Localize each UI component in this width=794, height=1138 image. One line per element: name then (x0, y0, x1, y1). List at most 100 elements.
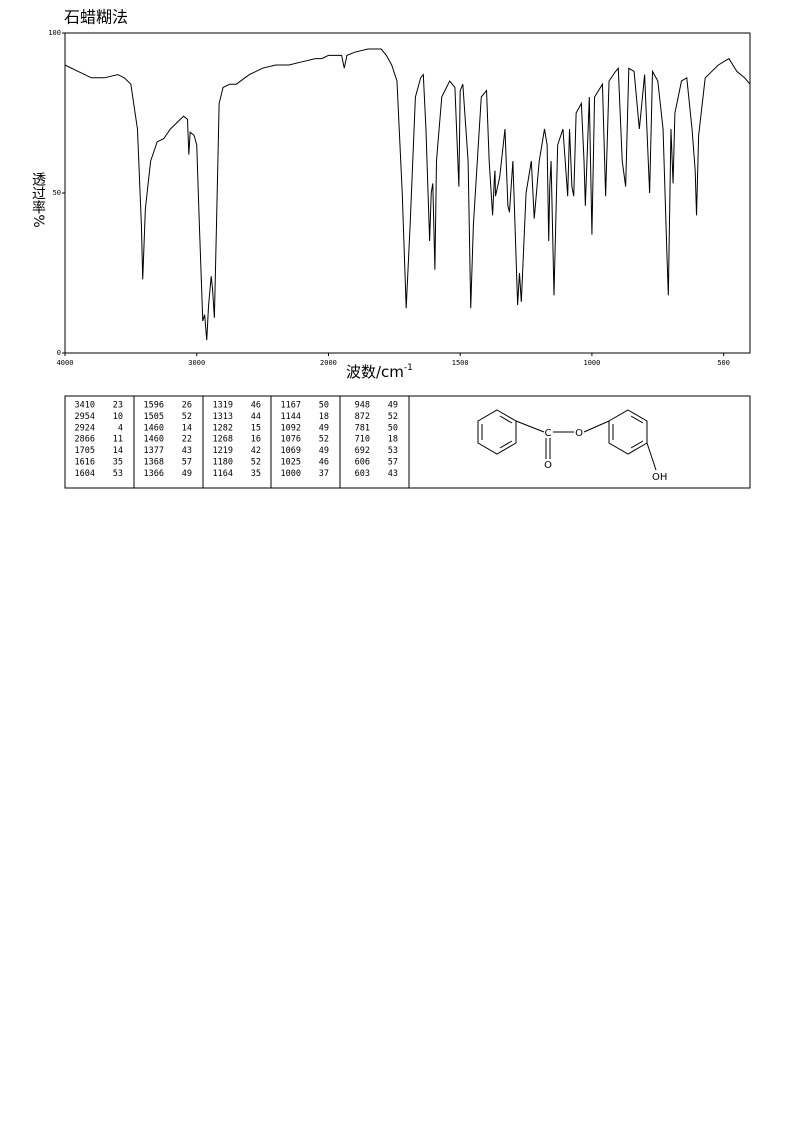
peak-wavenumber: 1505 (144, 412, 164, 422)
atom-label: O (575, 428, 583, 439)
x-axis-label-main: 波数/cm (346, 363, 404, 381)
peak-transmittance: 53 (113, 469, 123, 479)
peak-transmittance: 11 (113, 435, 123, 445)
peak-wavenumber: 948 (355, 401, 370, 411)
peak-transmittance: 52 (251, 458, 261, 468)
peak-transmittance: 18 (319, 412, 329, 422)
peak-transmittance: 52 (388, 412, 398, 422)
peak-transmittance: 18 (388, 435, 398, 445)
peak-transmittance: 16 (251, 435, 261, 445)
x-tick-label: 2000 (320, 359, 337, 367)
peak-wavenumber: 1167 (281, 401, 301, 411)
peak-wavenumber: 1268 (213, 435, 233, 445)
peak-wavenumber: 1377 (144, 446, 164, 456)
peak-wavenumber: 781 (355, 423, 370, 433)
bond (583, 420, 610, 433)
structure-drawing (477, 409, 657, 471)
peak-transmittance: 26 (182, 401, 192, 411)
peak-transmittance: 43 (182, 446, 192, 456)
peak-wavenumber: 1705 (75, 446, 95, 456)
peak-transmittance: 57 (182, 458, 192, 468)
peak-transmittance: 10 (113, 412, 123, 422)
peak-wavenumber: 1000 (281, 469, 301, 479)
peak-transmittance: 50 (388, 423, 398, 433)
y-tick-label: 50 (53, 189, 61, 197)
peak-wavenumber: 872 (355, 412, 370, 422)
peak-transmittance: 46 (251, 401, 261, 411)
chart-title: 石蜡糊法 (64, 8, 128, 27)
peak-transmittance: 23 (113, 401, 123, 411)
spectrum-line (64, 48, 751, 341)
peak-wavenumber: 603 (355, 469, 370, 479)
peak-transmittance: 4 (118, 423, 123, 433)
atom-label: C (545, 428, 552, 439)
peak-wavenumber: 2954 (75, 412, 95, 422)
bond (515, 420, 545, 433)
peak-transmittance: 15 (251, 423, 261, 433)
phenol-ring (608, 409, 648, 455)
x-tick-label: 3000 (188, 359, 205, 367)
bond (630, 415, 644, 424)
peak-transmittance: 52 (319, 435, 329, 445)
x-tick-label: 1500 (452, 359, 469, 367)
atom-label: OH (652, 472, 667, 483)
peak-transmittance: 22 (182, 435, 192, 445)
peak-wavenumber: 2924 (75, 423, 95, 433)
x-tick-label: 500 (717, 359, 730, 367)
x-axis-label-sup: -1 (404, 363, 413, 373)
peak-wavenumber: 1025 (281, 458, 301, 468)
peak-wavenumber: 1164 (213, 469, 233, 479)
peak-transmittance: 49 (182, 469, 192, 479)
peak-wavenumber: 1319 (213, 401, 233, 411)
y-axis-label: 透过率% (30, 172, 46, 227)
peak-wavenumber: 1069 (281, 446, 301, 456)
peak-wavenumber: 1282 (213, 423, 233, 433)
x-tick-label: 1000 (583, 359, 600, 367)
bond (630, 440, 644, 449)
peak-transmittance: 14 (182, 423, 192, 433)
peak-wavenumber: 1313 (213, 412, 233, 422)
peak-wavenumber: 692 (355, 446, 370, 456)
peak-wavenumber: 606 (355, 458, 370, 468)
peak-transmittance: 35 (251, 469, 261, 479)
atom-label: O (544, 460, 552, 471)
peak-transmittance: 53 (388, 446, 398, 456)
peak-wavenumber: 1076 (281, 435, 301, 445)
peak-wavenumber: 1596 (144, 401, 164, 411)
x-tick-label: 4000 (57, 359, 74, 367)
peak-transmittance: 57 (388, 458, 398, 468)
peak-transmittance: 44 (251, 412, 261, 422)
peak-transmittance: 46 (319, 458, 329, 468)
peak-wavenumber: 1366 (144, 469, 164, 479)
peak-transmittance: 14 (113, 446, 123, 456)
peak-wavenumber: 2866 (75, 435, 95, 445)
peak-wavenumber: 1219 (213, 446, 233, 456)
y-tick-label: 0 (57, 349, 61, 357)
peak-transmittance: 52 (182, 412, 192, 422)
peak-wavenumber: 1604 (75, 469, 95, 479)
table-frame (64, 395, 751, 489)
peak-transmittance: 49 (319, 423, 329, 433)
peak-wavenumber: 1616 (75, 458, 95, 468)
peak-wavenumber: 1180 (213, 458, 233, 468)
peak-transmittance: 42 (251, 446, 261, 456)
table-dividers (133, 396, 410, 488)
x-axis-label: 波数/cm-1 (346, 363, 413, 381)
peak-wavenumber: 710 (355, 435, 370, 445)
peak-transmittance: 43 (388, 469, 398, 479)
peak-wavenumber: 1144 (281, 412, 301, 422)
peak-transmittance: 49 (319, 446, 329, 456)
peak-transmittance: 50 (319, 401, 329, 411)
bond (499, 415, 513, 424)
bond (499, 440, 513, 449)
peak-wavenumber: 1092 (281, 423, 301, 433)
peak-transmittance: 37 (319, 469, 329, 479)
bond (646, 442, 657, 471)
peak-wavenumber: 1368 (144, 458, 164, 468)
peak-wavenumber: 1460 (144, 423, 164, 433)
peak-transmittance: 49 (388, 401, 398, 411)
y-tick-label: 100 (48, 29, 61, 37)
peak-wavenumber: 3410 (75, 401, 95, 411)
